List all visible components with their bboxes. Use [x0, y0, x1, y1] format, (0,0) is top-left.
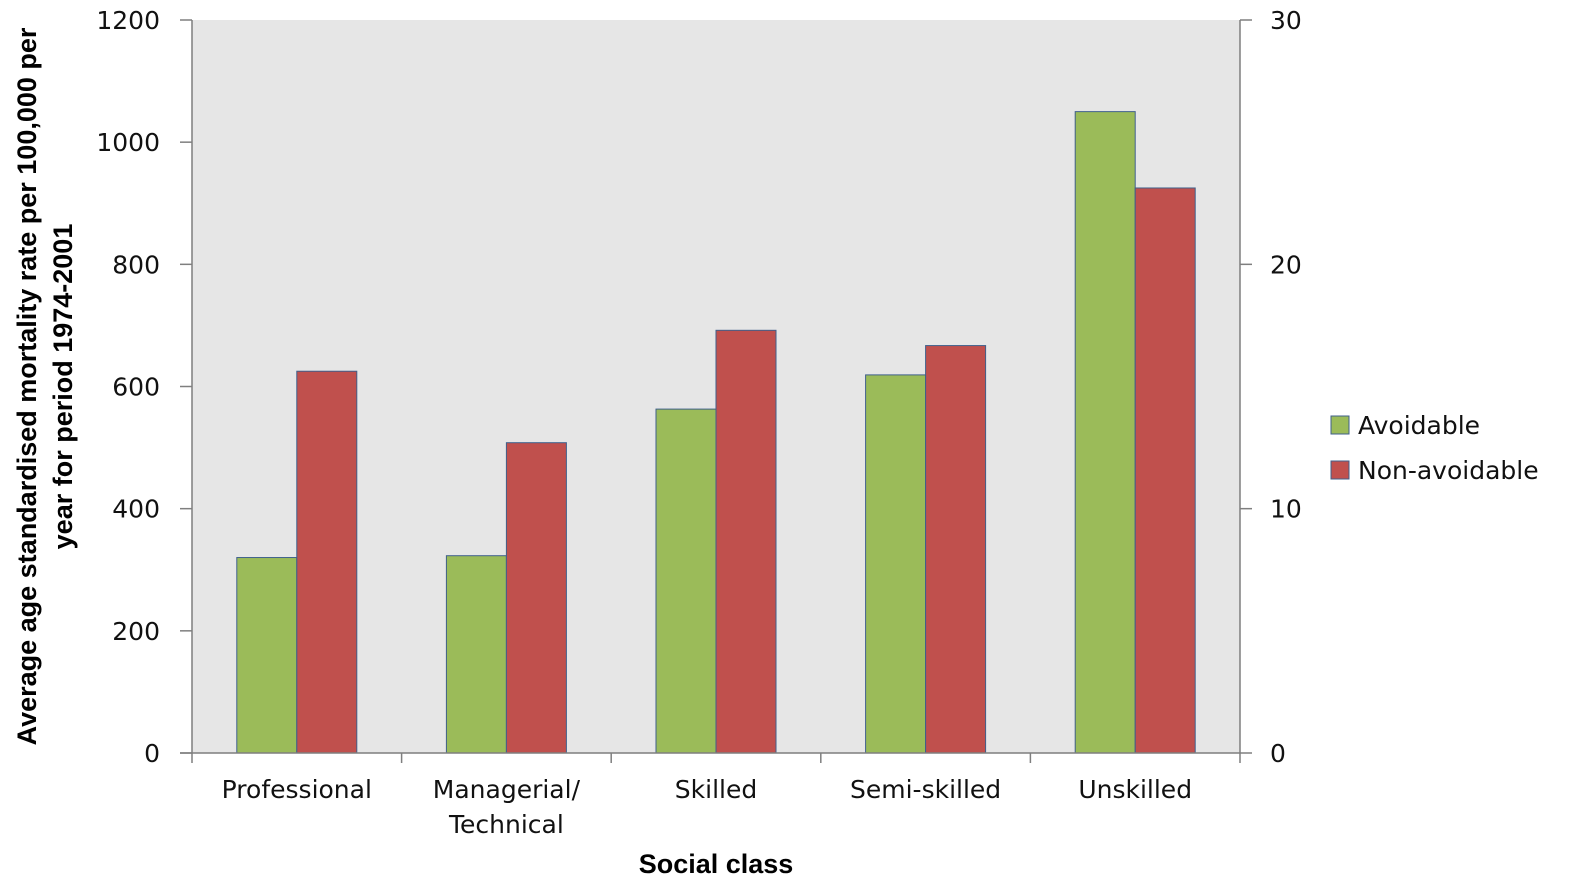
y2-tick-label: 30	[1270, 6, 1302, 35]
bar-avoidable-3	[865, 374, 927, 754]
x-tick-label: Semi-skilled	[850, 775, 1001, 804]
bar-avoidable-0	[236, 557, 298, 754]
x-tick-label: Unskilled	[1078, 775, 1192, 804]
bar-avoidable-1	[445, 555, 507, 754]
legend-swatch-avoidable	[1330, 415, 1350, 435]
x-tick-label: Managerial/	[433, 775, 581, 804]
y-tick-label: 0	[144, 739, 160, 768]
bar-avoidable-2	[655, 408, 717, 754]
y-axis-title-line: Average age standardised mortality rate …	[12, 27, 42, 745]
y2-tick-label: 0	[1270, 739, 1286, 768]
bar-non-avoidable-3	[925, 345, 987, 754]
x-tick-label: Skilled	[675, 775, 757, 804]
bar-non-avoidable-1	[505, 442, 567, 754]
legend-swatch-non-avoidable	[1330, 460, 1350, 480]
y-axis-title-line: year for period 1974-2001	[48, 224, 78, 550]
y-tick-label: 800	[112, 250, 160, 279]
bar-non-avoidable-2	[715, 329, 777, 754]
x-tick-label: Professional	[222, 775, 372, 804]
x-axis-title: Social class	[639, 849, 794, 879]
bar-non-avoidable-0	[296, 370, 358, 754]
bar-non-avoidable-4	[1134, 187, 1196, 754]
y-tick-label: 200	[112, 617, 160, 646]
legend-label-non-avoidable: Non-avoidable	[1358, 456, 1539, 485]
bar-avoidable-4	[1074, 111, 1136, 754]
y2-tick-label: 20	[1270, 250, 1302, 279]
y2-tick-label: 10	[1270, 495, 1302, 524]
x-tick-label: Technical	[448, 810, 564, 839]
y-tick-label: 1000	[96, 128, 160, 157]
y-tick-label: 600	[112, 373, 160, 402]
legend-label-avoidable: Avoidable	[1358, 411, 1480, 440]
y-tick-label: 1200	[96, 6, 160, 35]
y-tick-label: 400	[112, 495, 160, 524]
